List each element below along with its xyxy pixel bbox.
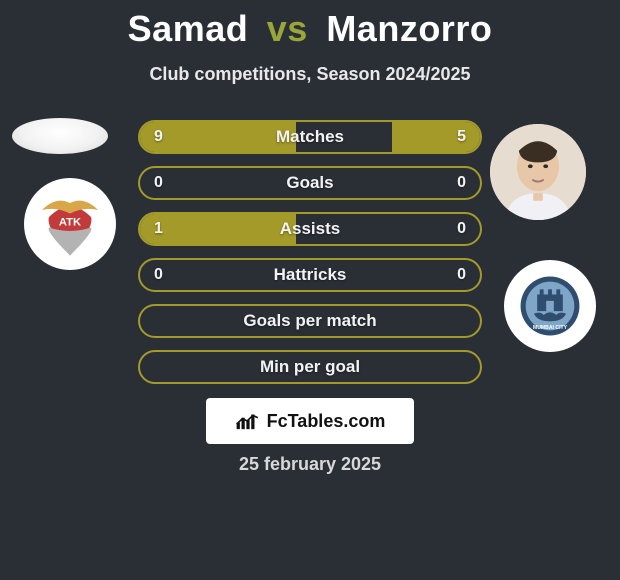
player1-club-crest: ATK bbox=[24, 178, 116, 270]
svg-text:ATK: ATK bbox=[59, 216, 81, 228]
subtitle: Club competitions, Season 2024/2025 bbox=[0, 64, 620, 85]
page-title: Samad vs Manzorro bbox=[0, 8, 620, 50]
stats-bars: 9 Matches 5 0 Goals 0 1 Assists 0 0 Hatt… bbox=[138, 120, 482, 396]
stat-row-assists: 1 Assists 0 bbox=[138, 212, 482, 246]
player2-avatar bbox=[490, 124, 586, 220]
branding-text: FcTables.com bbox=[267, 411, 386, 432]
stat-row-goals-per-match: Goals per match bbox=[138, 304, 482, 338]
player2-club-crest: MUMBAI CITY bbox=[504, 260, 596, 352]
stat-right-value: 0 bbox=[457, 168, 466, 198]
stat-row-matches: 9 Matches 5 bbox=[138, 120, 482, 154]
vs-separator: vs bbox=[267, 8, 308, 49]
stat-row-goals: 0 Goals 0 bbox=[138, 166, 482, 200]
stat-label: Goals per match bbox=[140, 306, 480, 336]
player2-name: Manzorro bbox=[326, 8, 492, 49]
stat-label: Assists bbox=[140, 214, 480, 244]
atk-crest-icon: ATK bbox=[35, 189, 105, 259]
stat-label: Matches bbox=[140, 122, 480, 152]
stat-right-value: 5 bbox=[457, 122, 466, 152]
stat-right-value: 0 bbox=[457, 214, 466, 244]
stat-right-value: 0 bbox=[457, 260, 466, 290]
date-caption: 25 february 2025 bbox=[0, 454, 620, 475]
header: Samad vs Manzorro Club competitions, Sea… bbox=[0, 0, 620, 85]
svg-text:MUMBAI CITY: MUMBAI CITY bbox=[533, 325, 568, 331]
face-placeholder-icon bbox=[490, 124, 586, 220]
bars-logo-icon bbox=[235, 411, 261, 431]
stat-label: Goals bbox=[140, 168, 480, 198]
stat-row-hattricks: 0 Hattricks 0 bbox=[138, 258, 482, 292]
player1-avatar bbox=[12, 118, 108, 154]
branding-badge: FcTables.com bbox=[206, 398, 414, 444]
player1-name: Samad bbox=[128, 8, 249, 49]
stat-label: Min per goal bbox=[140, 352, 480, 382]
stat-row-min-per-goal: Min per goal bbox=[138, 350, 482, 384]
stat-label: Hattricks bbox=[140, 260, 480, 290]
mumbai-city-crest-icon: MUMBAI CITY bbox=[518, 274, 582, 338]
